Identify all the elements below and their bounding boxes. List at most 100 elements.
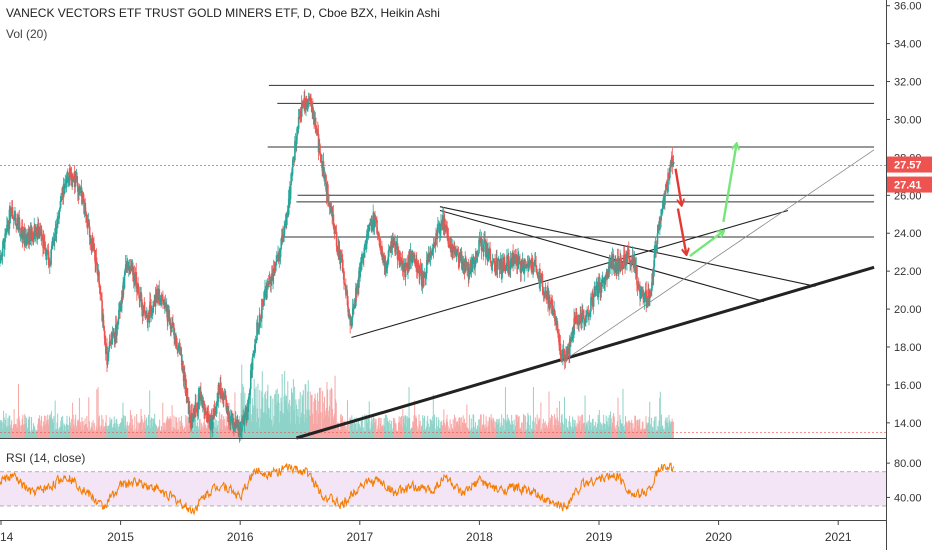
volume-bar: [376, 428, 378, 438]
candle-body: [582, 310, 585, 319]
volume-bar: [545, 424, 547, 438]
volume-bar: [327, 410, 329, 438]
volume-bar: [230, 417, 232, 438]
candle-body: [341, 257, 343, 260]
volume-bar: [624, 424, 626, 438]
volume-bar: [293, 409, 295, 438]
volume-bar: [610, 418, 612, 438]
candle-body: [230, 415, 232, 422]
volume-bar: [592, 418, 594, 438]
candle-body: [351, 317, 353, 327]
candle-body: [60, 197, 63, 200]
volume-bar: [123, 415, 125, 438]
volume-bar: [253, 378, 255, 438]
volume-bar: [394, 423, 396, 438]
candle-body: [140, 292, 143, 300]
volume-bar: [142, 429, 144, 438]
candle-body: [410, 251, 413, 255]
volume-bar: [187, 417, 189, 438]
volume-bar: [369, 428, 371, 438]
volume-bar: [168, 418, 170, 438]
volume-bar: [380, 418, 382, 438]
volume-bar: [268, 417, 270, 438]
candle-body: [160, 297, 163, 299]
candle-body: [72, 181, 74, 183]
volume-bar: [657, 427, 659, 438]
volume-bar: [615, 431, 617, 438]
volume-bar: [455, 417, 457, 438]
volume-bar: [201, 424, 203, 438]
volume-bar: [195, 425, 197, 438]
volume-bar: [603, 414, 605, 438]
volume-bar: [4, 424, 6, 438]
volume-bar: [604, 423, 606, 438]
candle-body: [481, 249, 483, 251]
candle-body: [626, 252, 628, 262]
volume-bar: [544, 422, 546, 438]
volume-bar: [253, 408, 255, 438]
volume-bar: [240, 392, 242, 438]
volume-bar: [422, 430, 424, 438]
candle-body: [340, 256, 343, 258]
volume-bar: [75, 425, 77, 438]
volume-bar: [30, 431, 32, 438]
volume-bar: [378, 429, 380, 438]
candle-body: [107, 352, 110, 361]
candle-body: [241, 419, 243, 432]
candle-body: [141, 299, 143, 310]
volume-bar: [379, 423, 381, 438]
volume-bar: [633, 427, 635, 438]
candle-body: [466, 262, 468, 267]
candle-body: [432, 244, 435, 250]
volume-bar: [353, 421, 355, 438]
volume-bar: [162, 422, 164, 438]
candle-body: [532, 265, 535, 272]
candle-body: [76, 176, 79, 183]
volume-bar: [339, 429, 341, 438]
volume-bar: [230, 422, 232, 438]
volume-bar: [481, 424, 483, 438]
volume-bar: [357, 423, 359, 438]
volume-bar: [584, 395, 586, 438]
candle-body: [487, 258, 490, 262]
volume-bar: [539, 431, 541, 438]
volume-bar: [220, 418, 222, 438]
volume-bar: [28, 416, 30, 438]
candle-body: [13, 215, 16, 221]
volume-bar: [337, 422, 339, 438]
volume-bar: [291, 388, 293, 438]
candle-body: [455, 253, 458, 257]
volume-bar: [83, 425, 85, 438]
volume-bar: [133, 431, 135, 438]
candle-body: [55, 227, 58, 235]
candle-body: [312, 111, 315, 120]
volume-bar: [126, 428, 128, 438]
volume-bar: [646, 425, 648, 438]
candle-body: [573, 318, 576, 322]
volume-bar: [564, 430, 566, 438]
volume-bar: [68, 416, 70, 438]
volume-bar: [510, 424, 512, 438]
volume-bar: [541, 431, 543, 438]
volume-bar: [106, 429, 108, 438]
volume-bar: [619, 415, 621, 438]
volume-bar: [128, 430, 130, 438]
volume-bar: [157, 429, 159, 438]
candle-body: [359, 266, 362, 278]
volume-bar: [279, 410, 281, 438]
volume-bar: [325, 407, 327, 438]
volume-bar: [375, 418, 377, 438]
volume-bar: [542, 423, 544, 438]
price-label: 27.57: [894, 160, 922, 172]
candle-body: [239, 431, 241, 435]
candle-body: [32, 239, 35, 241]
candle-body: [327, 184, 329, 201]
candle-body: [131, 262, 133, 270]
candle-body: [424, 275, 426, 278]
volume-bar: [396, 430, 398, 438]
candle-body: [254, 339, 256, 353]
volume-bar: [309, 391, 311, 438]
volume-bar: [105, 415, 107, 438]
volume-bar: [42, 421, 44, 438]
